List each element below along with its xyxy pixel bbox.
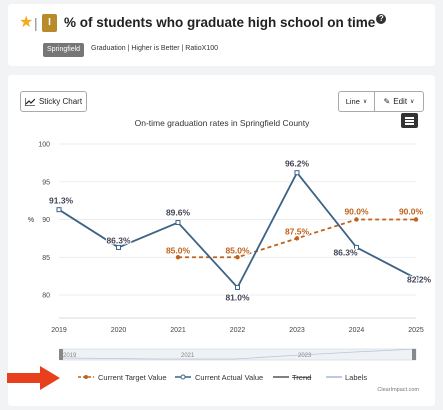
divider: | — [34, 15, 38, 31]
chart-menu-button[interactable] — [401, 113, 418, 128]
hamburger-icon — [405, 117, 414, 119]
hamburger-line — [405, 120, 414, 122]
target-data-label: 90.0% — [399, 207, 424, 217]
sticky-chart-button[interactable]: Sticky Chart — [20, 91, 87, 112]
chevron-down-icon: ∨ — [362, 99, 368, 105]
target-point[interactable] — [354, 217, 359, 222]
legend-item-actual[interactable]: Current Actual Value — [175, 373, 263, 382]
measure-meta: Graduation | Higher is Better | RatioX10… — [91, 45, 218, 52]
y-axis-label: % — [28, 217, 34, 224]
chart-title: On-time graduation rates in Springfield … — [135, 118, 311, 128]
legend-label: Labels — [345, 373, 367, 382]
actual-data-label: 81.0% — [225, 292, 250, 302]
help-icon[interactable]: ? — [376, 14, 387, 24]
y-tick-label: 80 — [42, 293, 50, 300]
y-tick-label: 100 — [38, 142, 50, 149]
actual-data-label: 96.2% — [285, 159, 310, 169]
data-labels: 91.3% 86.3% 89.6% 81.0% 96.2% 86.3% 82.2% 85.0%… — [48, 158, 433, 304]
target-point[interactable] — [413, 217, 419, 222]
actual-point[interactable] — [413, 275, 419, 281]
x-tick-label: 2025 — [408, 327, 424, 334]
x-tick-label: 2019 — [51, 327, 67, 334]
x-tick-label: 2023 — [289, 327, 305, 334]
x-tick-label: 2020 — [111, 327, 127, 334]
target-data-label: 87.5% — [285, 226, 310, 236]
series-group — [56, 170, 419, 290]
actual-data-label: 86.3% — [333, 247, 358, 257]
legend-item-target[interactable]: Current Target Value — [78, 373, 167, 382]
actual-data-label: 82.2% — [407, 274, 432, 284]
x-tick-label: 2021 — [170, 327, 186, 334]
navigator-label: 2019 — [63, 353, 77, 359]
y-tick-label: 90 — [42, 217, 50, 224]
legend-item-labels[interactable]: Labels — [326, 373, 367, 382]
legend-label: Current Actual Value — [195, 373, 263, 382]
arrow-icon — [7, 366, 60, 390]
navigator-label: 2023 — [298, 353, 312, 359]
target-data-label: 85.0% — [225, 245, 250, 255]
page-title-text: % of students who graduate high school o… — [64, 15, 376, 30]
actual-point[interactable] — [235, 284, 240, 290]
x-tick-label: 2024 — [349, 327, 365, 334]
actual-point[interactable] — [116, 244, 121, 250]
actual-point[interactable] — [56, 207, 62, 213]
y-tick-labels: 80 85 90 95 100 — [38, 142, 50, 300]
navigator-label: 2021 — [181, 353, 195, 359]
actual-point[interactable] — [294, 170, 300, 176]
indicator-badge: I — [42, 14, 57, 32]
actual-data-label: 89.6% — [166, 208, 191, 218]
y-tick-label: 95 — [42, 179, 50, 186]
navigator-left-handle[interactable] — [59, 349, 63, 360]
sticky-chart-label: Sticky Chart — [38, 97, 83, 106]
legend-label: Current Target Value — [98, 373, 167, 382]
actual-data-label: 91.3% — [49, 196, 74, 206]
target-data-label: 90.0% — [344, 207, 369, 217]
y-tick-label: 85 — [42, 255, 50, 262]
range-navigator[interactable]: 2019 2021 2023 — [59, 348, 417, 361]
location-tag: Springfield — [43, 43, 85, 57]
chevron-down-icon: ∨ — [410, 99, 415, 105]
star-icon[interactable]: ★ — [19, 14, 34, 31]
x-tick-label: 2022 — [230, 327, 246, 334]
target-point[interactable] — [175, 255, 181, 260]
edit-button[interactable]: ✎ Edit ∨ — [374, 91, 424, 112]
measure-header: ★ | I % of students who graduate high sc… — [8, 4, 435, 66]
actual-point[interactable] — [354, 244, 359, 250]
hamburger-line — [405, 123, 414, 125]
target-point[interactable] — [294, 236, 300, 241]
actual-data-label: 86.3% — [106, 235, 131, 245]
chart-type-select[interactable]: Line ∨ — [338, 91, 374, 112]
edit-label: Edit — [393, 97, 408, 106]
legend-label: Trend — [292, 373, 311, 382]
line-chart-icon — [24, 97, 35, 106]
chart-type-label: Line — [345, 97, 360, 106]
actual-series-line — [58, 171, 417, 290]
navigator-mini-line — [59, 348, 417, 360]
credit-text: ClearImpact.com — [377, 387, 419, 393]
legend-item-trend[interactable]: Trend — [273, 373, 311, 382]
chart-legend: Current Target Value Current Actual Valu… — [78, 373, 419, 393]
navigator-right-handle[interactable] — [412, 349, 416, 360]
target-data-label: 85.0% — [166, 245, 191, 255]
pencil-icon: ✎ — [383, 97, 391, 106]
page-title: % of students who graduate high school o… — [64, 14, 387, 32]
x-tick-labels: 2019 2020 2021 2022 2023 2024 2025 — [51, 327, 424, 334]
target-point[interactable] — [235, 255, 240, 260]
actual-point[interactable] — [175, 220, 181, 226]
